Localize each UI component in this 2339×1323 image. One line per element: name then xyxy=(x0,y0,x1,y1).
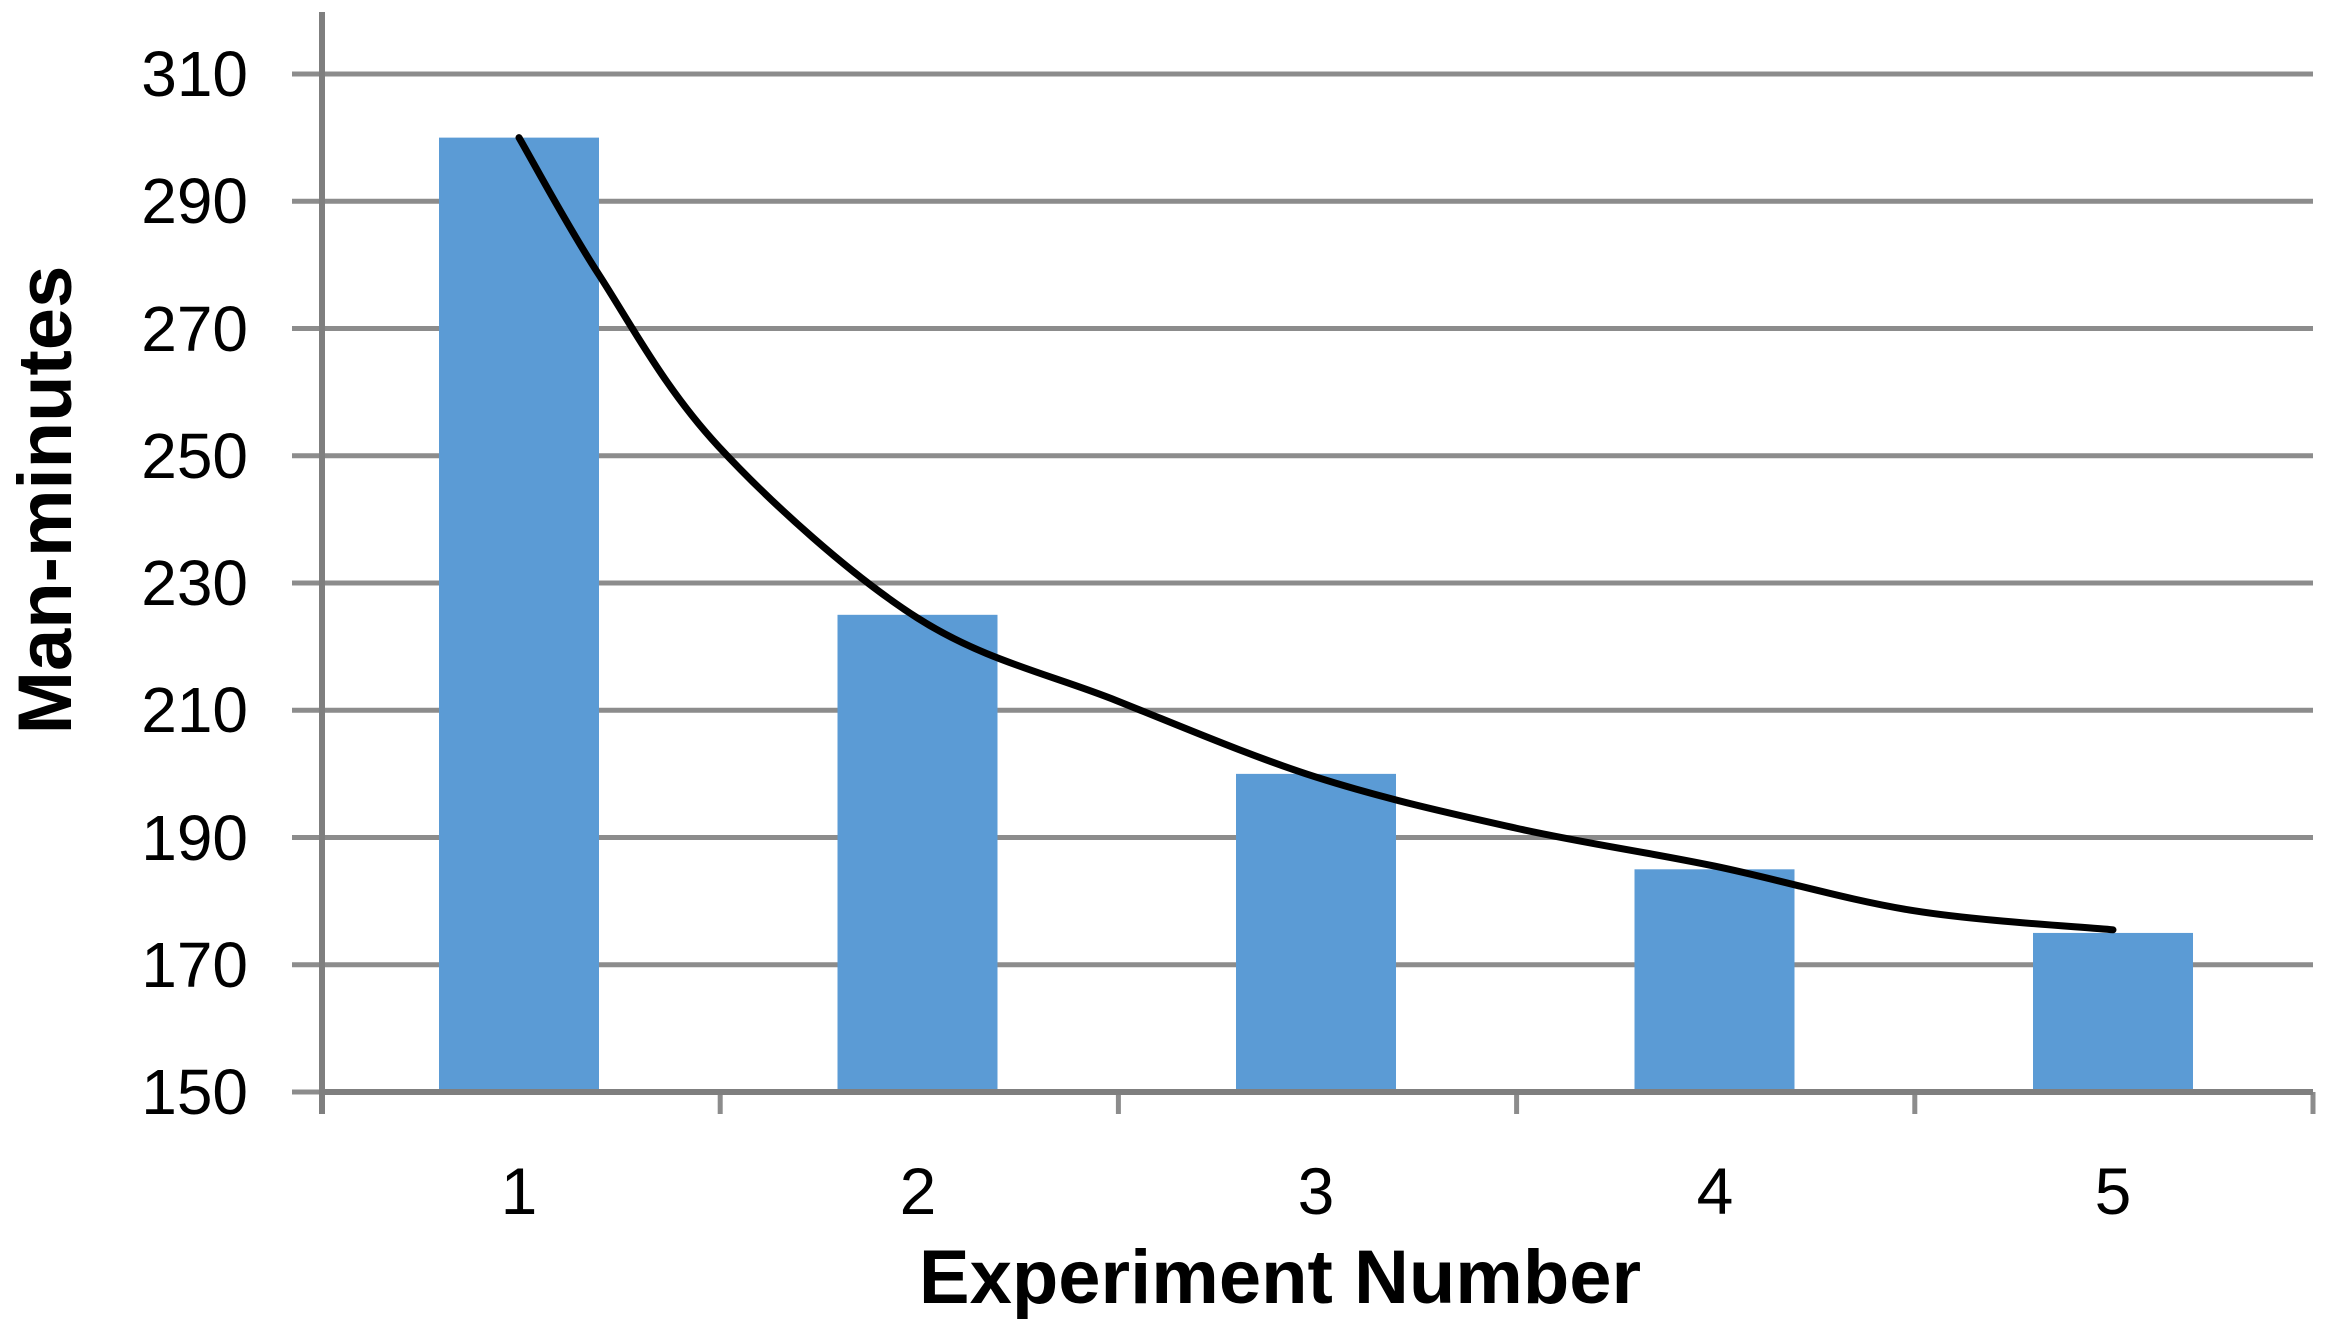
x-tick-label-3: 3 xyxy=(1297,1154,1335,1228)
y-tick-label-190: 190 xyxy=(141,802,248,874)
y-tick-label-170: 170 xyxy=(141,929,248,1001)
bar-experiment-3 xyxy=(1236,773,1396,1092)
y-tick-label-270: 270 xyxy=(141,293,248,365)
y-tick-label-290: 290 xyxy=(141,165,248,237)
x-tick-label-5: 5 xyxy=(2094,1154,2132,1228)
y-tick-label-210: 210 xyxy=(141,674,248,746)
x-tick-label-4: 4 xyxy=(1696,1154,1734,1228)
y-tick-label-150: 150 xyxy=(141,1056,248,1128)
bar-experiment-2 xyxy=(837,614,998,1092)
x-tick-label-2: 2 xyxy=(899,1154,937,1228)
x-axis-title: Experiment Number xyxy=(918,1235,1642,1320)
bar-experiment-5 xyxy=(2033,932,2193,1092)
y-axis-title: Man-minutes xyxy=(3,265,88,735)
bar-experiment-1 xyxy=(439,137,599,1092)
x-tick-label-1: 1 xyxy=(500,1154,538,1228)
y-tick-label-230: 230 xyxy=(141,547,248,619)
y-tick-label-310: 310 xyxy=(141,38,248,110)
trendline-curve xyxy=(515,134,2117,934)
y-tick-label-250: 250 xyxy=(141,420,248,492)
bar-experiment-4 xyxy=(1634,869,1795,1092)
